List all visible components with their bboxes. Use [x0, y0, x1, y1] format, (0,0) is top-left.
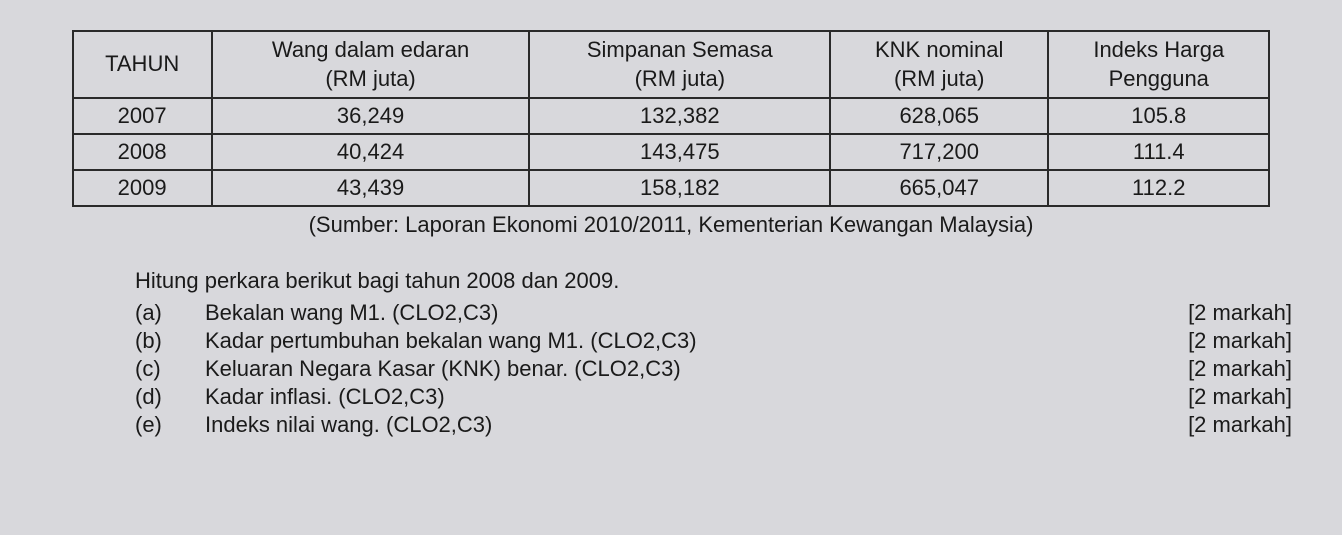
header-indeks: Indeks HargaPengguna — [1048, 31, 1269, 98]
question-label: (c) — [135, 356, 205, 382]
cell-wang: 43,439 — [212, 170, 530, 206]
table-row: 2008 40,424 143,475 717,200 111.4 — [73, 134, 1270, 170]
question-row: (c) Keluaran Negara Kasar (KNK) benar. (… — [135, 356, 1302, 382]
table-source: (Sumber: Laporan Ekonomi 2010/2011, Keme… — [72, 212, 1271, 238]
header-knk: KNK nominal(RM juta) — [830, 31, 1048, 98]
instruction-text: Hitung perkara berikut bagi tahun 2008 d… — [135, 268, 1302, 294]
cell-simpanan: 132,382 — [529, 98, 830, 134]
question-row: (e) Indeks nilai wang. (CLO2,C3) [2 mark… — [135, 412, 1302, 438]
header-simpanan: Simpanan Semasa(RM juta) — [529, 31, 830, 98]
header-simpanan-line1: Simpanan Semasa(RM juta) — [540, 36, 819, 93]
cell-knk: 628,065 — [830, 98, 1048, 134]
question-row: (b) Kadar pertumbuhan bekalan wang M1. (… — [135, 328, 1302, 354]
question-text: Keluaran Negara Kasar (KNK) benar. (CLO2… — [205, 356, 1188, 382]
question-label: (d) — [135, 384, 205, 410]
header-wang-line1: Wang dalam edaran(RM juta) — [223, 36, 519, 93]
question-marks: [2 markah] — [1188, 384, 1302, 410]
economics-data-table: TAHUN Wang dalam edaran(RM juta) Simpana… — [72, 30, 1271, 207]
cell-indeks: 112.2 — [1048, 170, 1269, 206]
header-tahun: TAHUN — [73, 31, 212, 98]
cell-wang: 36,249 — [212, 98, 530, 134]
cell-year: 2009 — [73, 170, 212, 206]
question-marks: [2 markah] — [1188, 300, 1302, 326]
question-marks: [2 markah] — [1188, 328, 1302, 354]
question-text: Kadar pertumbuhan bekalan wang M1. (CLO2… — [205, 328, 1188, 354]
cell-indeks: 111.4 — [1048, 134, 1269, 170]
cell-knk: 665,047 — [830, 170, 1048, 206]
header-knk-line1: KNK nominal(RM juta) — [841, 36, 1037, 93]
question-row: (a) Bekalan wang M1. (CLO2,C3) [2 markah… — [135, 300, 1302, 326]
cell-knk: 717,200 — [830, 134, 1048, 170]
question-row: (d) Kadar inflasi. (CLO2,C3) [2 markah] — [135, 384, 1302, 410]
table-header-row: TAHUN Wang dalam edaran(RM juta) Simpana… — [73, 31, 1270, 98]
question-text: Indeks nilai wang. (CLO2,C3) — [205, 412, 1188, 438]
question-marks: [2 markah] — [1188, 356, 1302, 382]
table-body: 2007 36,249 132,382 628,065 105.8 2008 4… — [73, 98, 1270, 206]
cell-year: 2008 — [73, 134, 212, 170]
cell-simpanan: 143,475 — [529, 134, 830, 170]
table-row: 2007 36,249 132,382 628,065 105.8 — [73, 98, 1270, 134]
cell-year: 2007 — [73, 98, 212, 134]
cell-simpanan: 158,182 — [529, 170, 830, 206]
question-label: (b) — [135, 328, 205, 354]
document-page: TAHUN Wang dalam edaran(RM juta) Simpana… — [40, 30, 1302, 438]
questions-list: (a) Bekalan wang M1. (CLO2,C3) [2 markah… — [135, 300, 1302, 438]
header-wang-edaran: Wang dalam edaran(RM juta) — [212, 31, 530, 98]
question-marks: [2 markah] — [1188, 412, 1302, 438]
table-row: 2009 43,439 158,182 665,047 112.2 — [73, 170, 1270, 206]
question-label: (a) — [135, 300, 205, 326]
header-indeks-line1: Indeks HargaPengguna — [1059, 36, 1258, 93]
question-text: Kadar inflasi. (CLO2,C3) — [205, 384, 1188, 410]
question-text: Bekalan wang M1. (CLO2,C3) — [205, 300, 1188, 326]
cell-indeks: 105.8 — [1048, 98, 1269, 134]
question-label: (e) — [135, 412, 205, 438]
cell-wang: 40,424 — [212, 134, 530, 170]
